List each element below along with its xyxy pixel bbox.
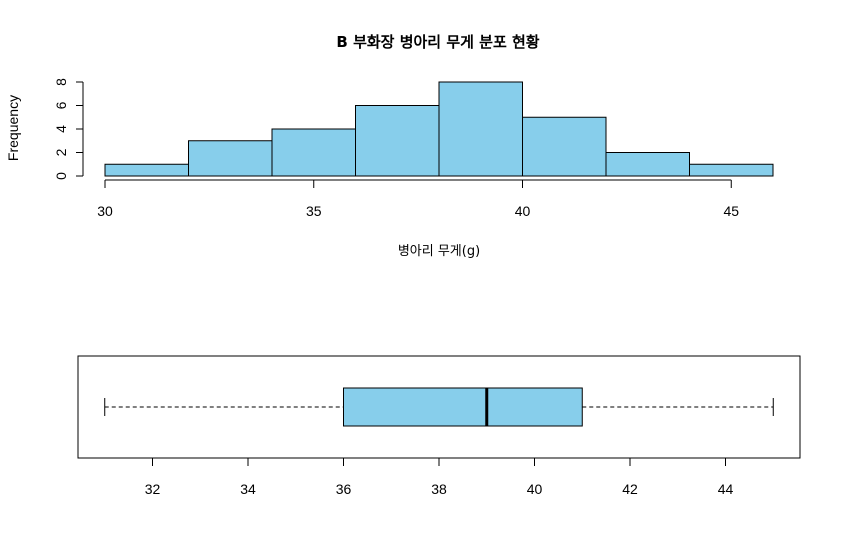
x-tick-label: 45 — [723, 203, 739, 219]
y-tick-label: 6 — [53, 101, 69, 109]
chart-title: B 부화장 병아리 무게 분포 현황 — [336, 33, 539, 51]
boxplot-x-tick-label: 40 — [527, 481, 543, 497]
histogram-bars — [104, 81, 774, 177]
boxplot-chart: 32 34 36 38 40 42 44 — [77, 355, 801, 497]
boxplot-x-tick-label: 32 — [145, 481, 161, 497]
y-tick-label: 4 — [53, 125, 69, 133]
x-axis: 30 35 40 45 — [97, 179, 739, 219]
histogram-bar — [355, 105, 440, 177]
boxplot-x-tick-label: 36 — [336, 481, 352, 497]
boxplot-box — [342, 387, 583, 427]
y-axis-label: Frequency — [5, 95, 21, 161]
histogram-chart: B 부화장 병아리 무게 분포 현황 30 35 40 45 0 2 4 6 8 병아리 무게… — [5, 33, 774, 259]
boxplot-x-tick-label: 42 — [622, 481, 638, 497]
histogram-bar — [522, 116, 607, 177]
histogram-bar — [689, 163, 774, 177]
y-tick-label: 8 — [53, 78, 69, 86]
y-tick-label: 2 — [53, 148, 69, 156]
boxplot-x-tick-label: 34 — [240, 481, 256, 497]
x-tick-label: 40 — [515, 203, 531, 219]
histogram-bar — [104, 163, 189, 177]
histogram-bar — [188, 140, 273, 177]
x-tick-label: 35 — [306, 203, 322, 219]
boxplot-x-axis: 32 34 36 38 40 42 44 — [145, 457, 734, 497]
histogram-bar — [438, 81, 523, 177]
boxplot-x-tick-label: 44 — [718, 481, 734, 497]
histogram-bar — [605, 152, 690, 177]
boxplot-x-tick-label: 38 — [431, 481, 447, 497]
y-tick-label: 0 — [53, 172, 69, 180]
x-tick-label: 30 — [97, 203, 113, 219]
x-axis-label: 병아리 무게(g) — [398, 244, 480, 259]
y-axis: 0 2 4 6 8 — [53, 78, 84, 180]
boxplot-marks — [104, 387, 774, 427]
histogram-bar — [271, 128, 356, 177]
